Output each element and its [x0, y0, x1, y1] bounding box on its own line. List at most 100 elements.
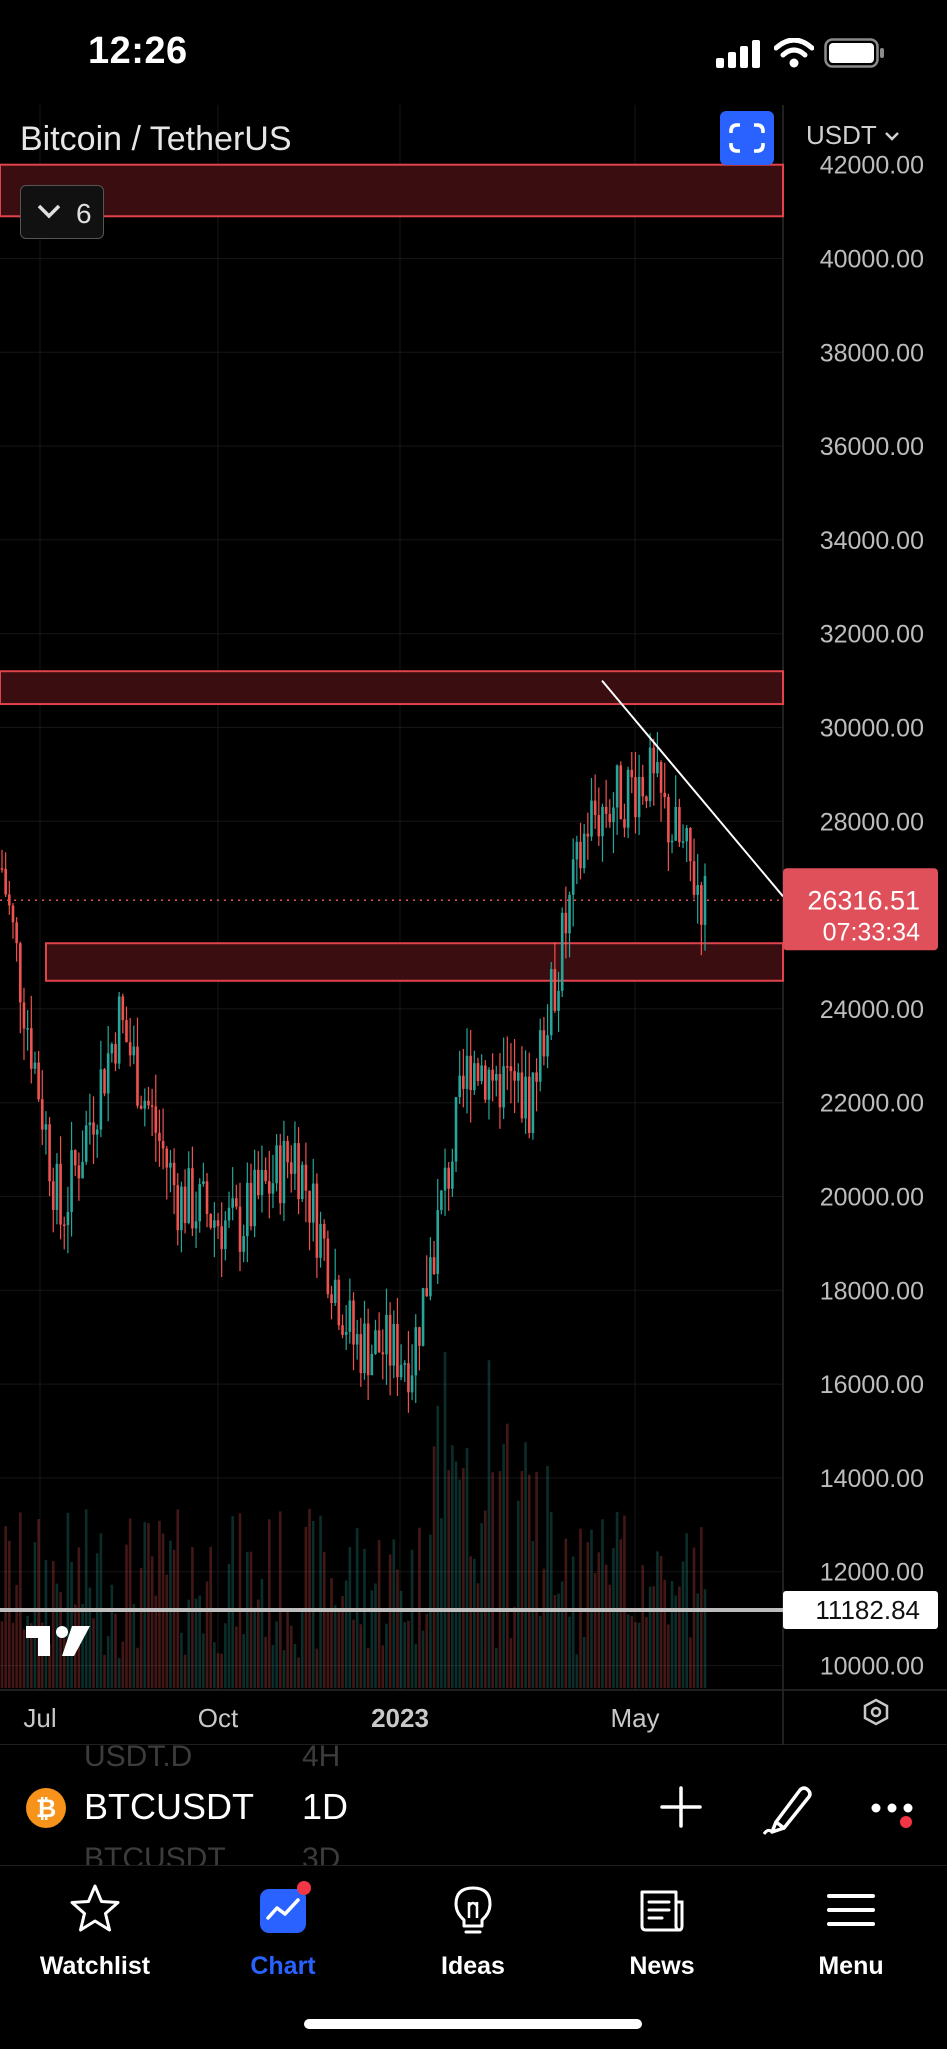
candle-body: [70, 1150, 73, 1212]
candle-body: [392, 1323, 396, 1366]
tab-chart[interactable]: Chart: [198, 1870, 368, 1980]
volume-bar: [139, 1567, 143, 1688]
volume-bar: [81, 1604, 84, 1688]
tab-ideas[interactable]: Ideas: [388, 1870, 558, 1980]
candle-body: [319, 1223, 322, 1258]
candle-body: [275, 1145, 278, 1184]
candle-body: [626, 769, 630, 828]
candle-body: [73, 1150, 77, 1166]
candle-body: [40, 1099, 44, 1130]
candle-body: [0, 868, 4, 870]
volume-bar: [326, 1609, 330, 1688]
volume-bar: [19, 1512, 22, 1688]
volume-bar: [498, 1471, 502, 1688]
candle-body: [399, 1364, 403, 1378]
quote-currency-select[interactable]: USDT: [806, 120, 900, 151]
volume-bar: [249, 1551, 253, 1688]
candle-body: [308, 1190, 311, 1223]
volume-bar: [103, 1654, 106, 1688]
price-axis-label: 18000.00: [820, 1277, 924, 1305]
volume-bar: [381, 1645, 385, 1688]
last-price-tag: [783, 868, 938, 951]
candle-body: [641, 776, 645, 797]
volume-bar: [154, 1595, 158, 1688]
volume-bar: [505, 1423, 509, 1688]
chart-area[interactable]: 42000.00 40000.00 38000.00 36000.00 34000.00…: [0, 103, 947, 1746]
chart-title: Bitcoin / TetherUS: [20, 120, 292, 158]
bottom-tab-bar: [0, 1865, 947, 2049]
volume-bar: [55, 1583, 59, 1688]
candle-body: [333, 1279, 337, 1304]
candle-body: [498, 1073, 502, 1108]
candle-body: [278, 1145, 282, 1204]
candle-body: [202, 1181, 205, 1185]
volume-bar: [414, 1643, 418, 1688]
volume-bar: [246, 1551, 249, 1688]
volume-bar: [275, 1621, 278, 1688]
candle-body: [418, 1327, 421, 1346]
candle-body: [165, 1148, 169, 1168]
chart-settings-icon-center: [870, 1706, 882, 1718]
price-axis-label: 12000.00: [820, 1559, 924, 1587]
candle-body: [322, 1223, 326, 1239]
candle-body: [125, 1020, 128, 1043]
price-chart[interactable]: 42000.00 40000.00 38000.00 36000.00 34000.00…: [0, 103, 947, 1746]
tab-menu[interactable]: Menu: [766, 1870, 936, 1980]
candle-body: [48, 1124, 51, 1182]
candle-body: [194, 1221, 198, 1229]
volume-bar: [136, 1647, 139, 1688]
indicators-toggle-button[interactable]: [20, 185, 104, 239]
symbol-selector[interactable]: BTCUSDT: [84, 1786, 254, 1827]
volume-bar: [399, 1590, 403, 1688]
add-icon[interactable]: [656, 1782, 706, 1832]
candle-body: [520, 1072, 524, 1119]
volume-bar: [202, 1633, 205, 1688]
volume-bar: [220, 1653, 223, 1688]
candle-body: [432, 1257, 436, 1274]
volume-bar: [480, 1523, 483, 1688]
volume-bar: [418, 1527, 421, 1688]
candle-body: [191, 1168, 194, 1229]
svg-text:₿: ₿: [36, 1794, 56, 1823]
volume-bar: [48, 1644, 51, 1688]
tab-news[interactable]: News: [577, 1870, 747, 1980]
interval-selector[interactable]: 1D: [302, 1786, 349, 1827]
volume-bar: [37, 1519, 40, 1688]
volume-bar: [659, 1556, 663, 1688]
volume-bar: [29, 1623, 33, 1688]
volume-bar: [88, 1587, 92, 1688]
volume-bar: [352, 1619, 355, 1688]
candle-body: [674, 806, 678, 841]
candle-body: [44, 1124, 48, 1130]
more-options-icon[interactable]: [868, 1790, 918, 1830]
volume-bar: [538, 1615, 542, 1688]
candle-body: [696, 885, 699, 895]
candle-body: [601, 806, 604, 837]
volume-bar: [469, 1556, 472, 1688]
volume-bar: [652, 1586, 656, 1688]
volume-bar: [527, 1474, 531, 1688]
candle-body: [443, 1167, 447, 1191]
volume-bar: [213, 1642, 216, 1688]
tab-watchlist[interactable]: Watchlist: [10, 1870, 180, 1980]
fullscreen-button[interactable]: [720, 111, 774, 165]
price-axis-label: 32000.00: [820, 621, 924, 649]
candle-body: [246, 1182, 249, 1237]
candle-body: [66, 1211, 70, 1226]
candle-body: [407, 1363, 410, 1393]
volume-bar: [59, 1592, 62, 1688]
volume-bar: [634, 1621, 637, 1688]
candle-body: [235, 1198, 238, 1207]
status-time: 12:26: [88, 30, 188, 72]
volume-bar: [341, 1596, 344, 1688]
volume-bar: [593, 1573, 597, 1688]
candle-body: [289, 1162, 293, 1174]
volume-bar: [224, 1623, 227, 1688]
candle-body: [597, 815, 601, 837]
candle-body: [484, 1065, 487, 1100]
candle-body: [505, 1066, 509, 1068]
candle-body: [227, 1207, 231, 1221]
drawing-tools-icon[interactable]: [760, 1778, 820, 1838]
candle-body: [377, 1330, 381, 1353]
battery-icon: [824, 38, 884, 68]
